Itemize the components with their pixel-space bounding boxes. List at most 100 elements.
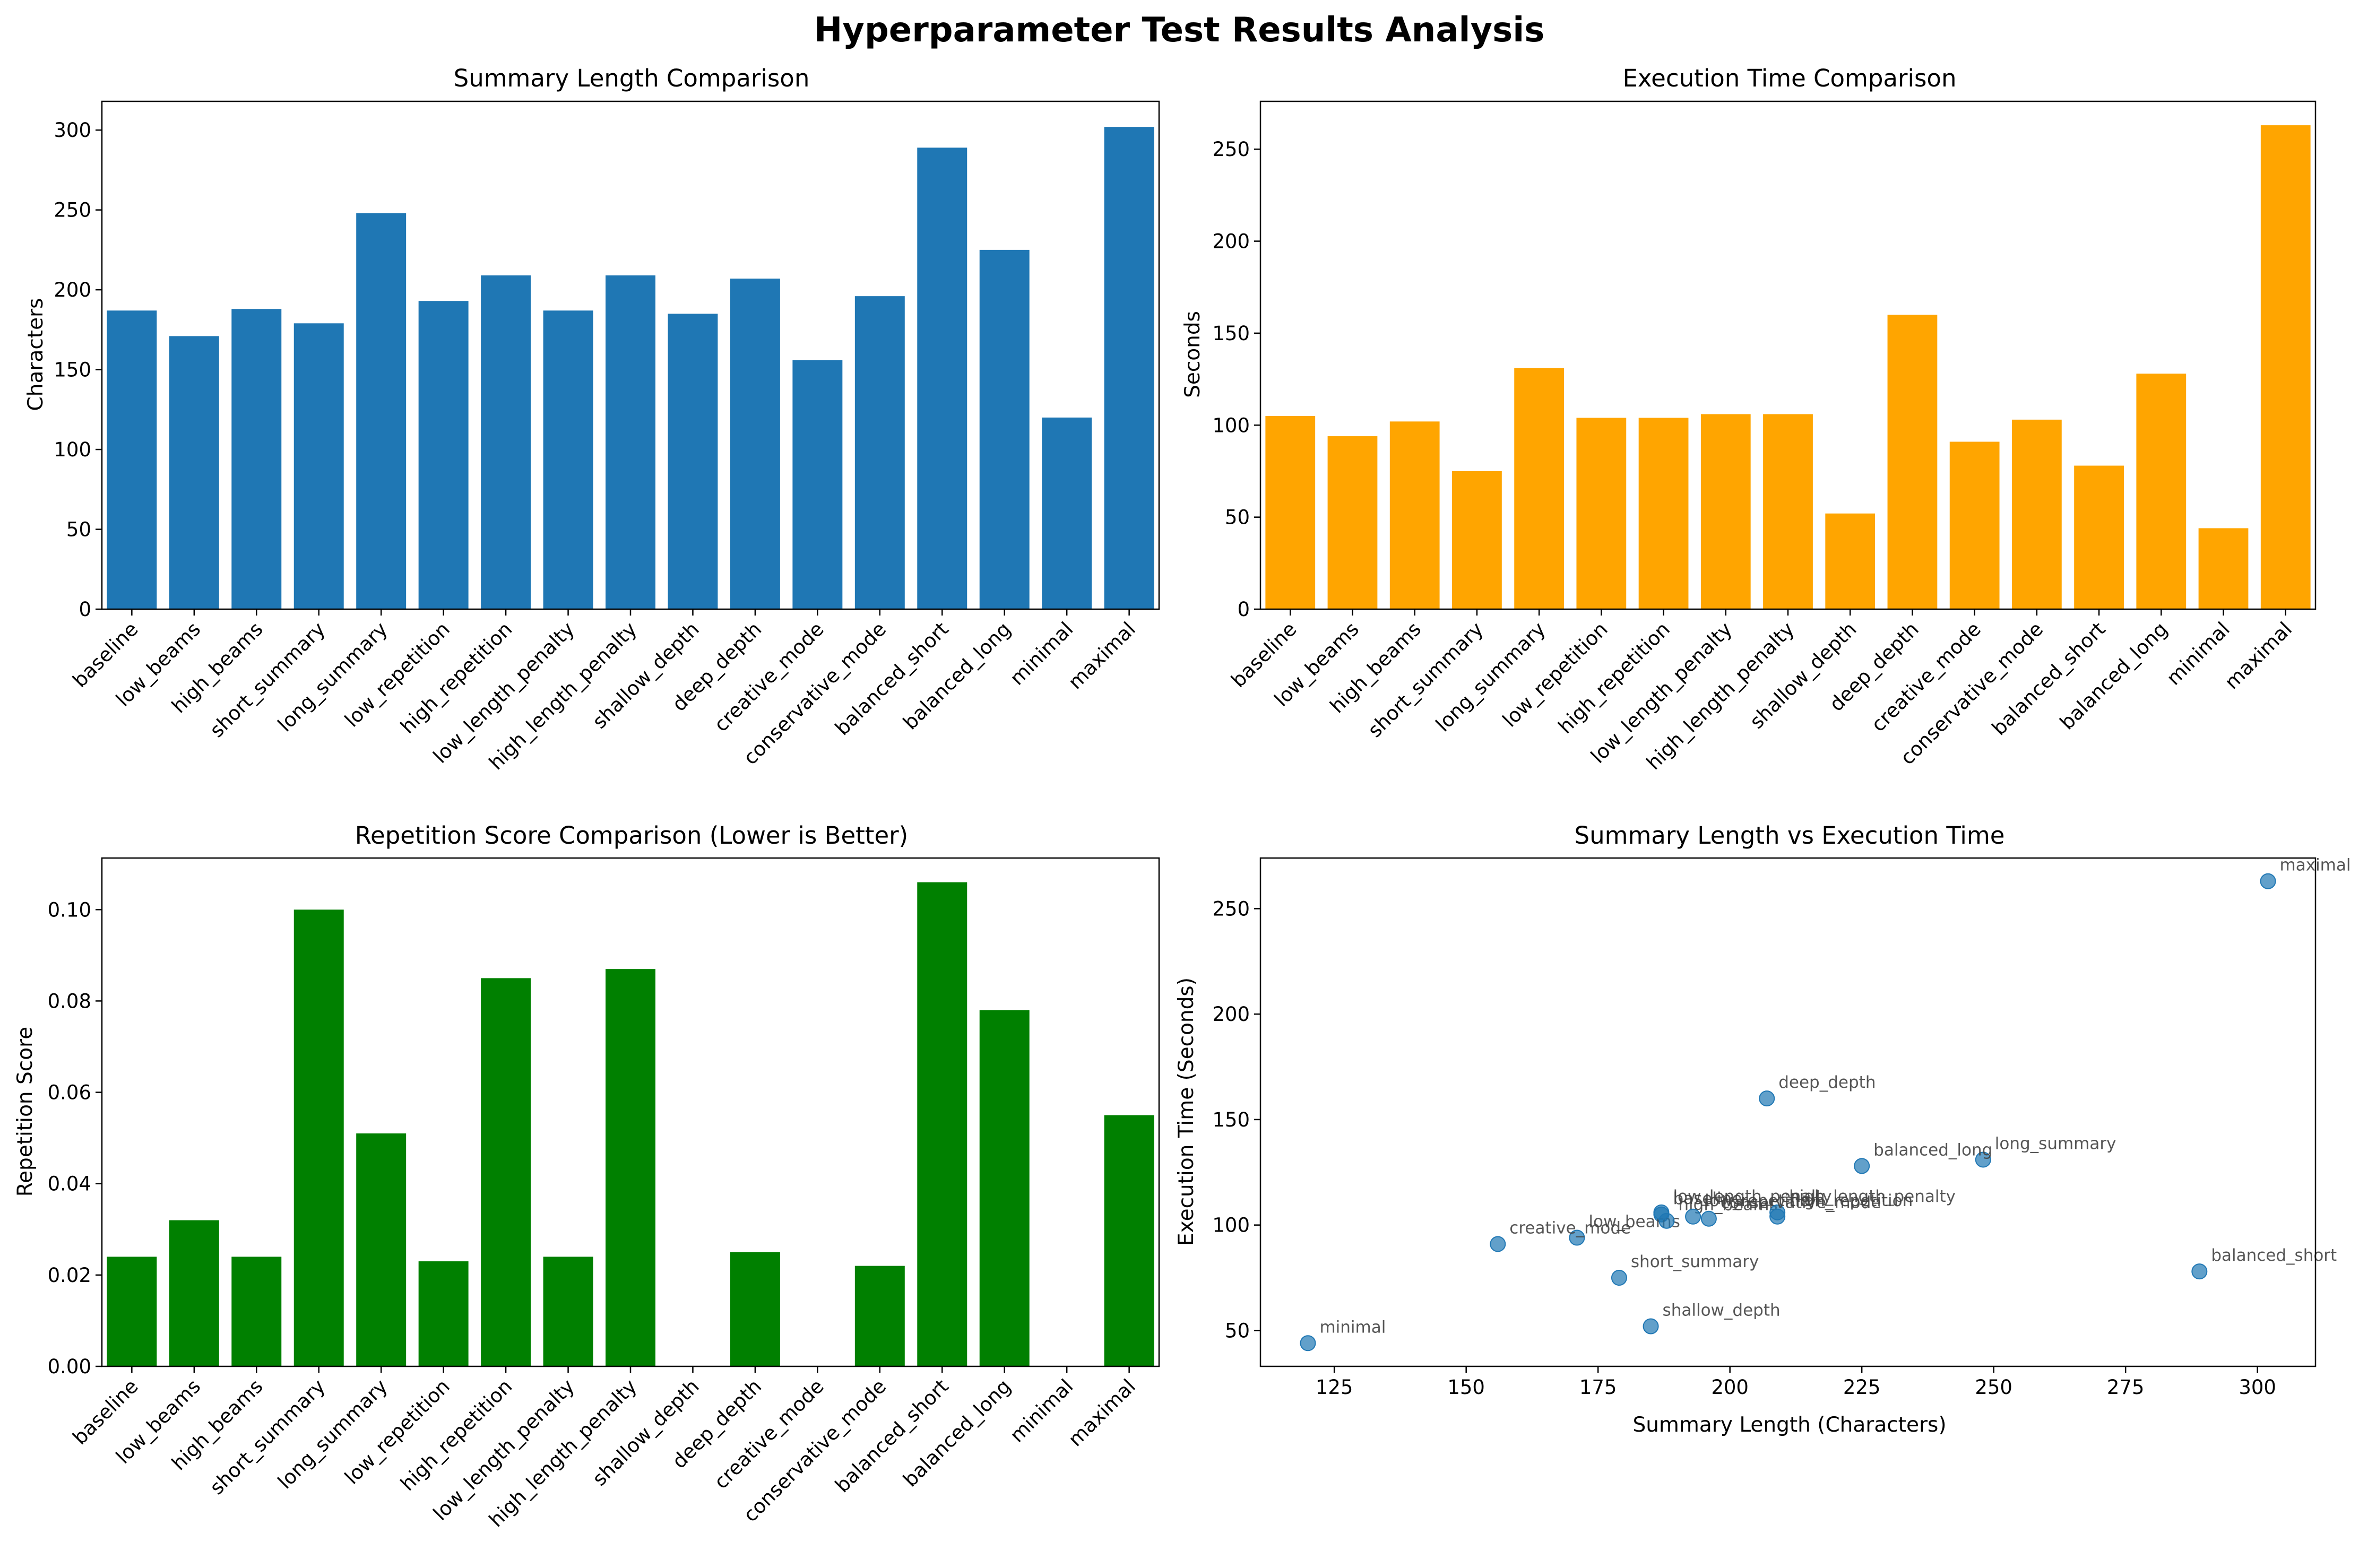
y-tick-label: 0 (1237, 598, 1250, 621)
y-tick-label: 150 (54, 359, 91, 382)
y-tick-label: 0.00 (48, 1355, 91, 1378)
point-minimal (1300, 1336, 1315, 1350)
x-tick-label: shallow_depth (1746, 618, 1861, 733)
point-label: conservative_mode (1721, 1193, 1881, 1212)
bar-shallow_depth (1825, 514, 1875, 609)
bar-low_beams (1328, 436, 1378, 609)
x-tick-label: shallow_depth (588, 618, 704, 733)
point-label: long_summary (1995, 1134, 2116, 1153)
x-tick-label: high_repetition (396, 618, 516, 738)
y-axis-label: Execution Time (Seconds) (1174, 977, 1198, 1246)
panel-summary-length: Summary Length Comparison Characters 0 50… (24, 64, 1159, 774)
plot-area: 050100150200250300baselinelow_beamshigh_… (54, 101, 1159, 774)
y-tick-label: 250 (54, 199, 91, 222)
bar-low_beams (169, 336, 219, 609)
bar-high_repetition (481, 275, 531, 609)
x-tick-label: 225 (1843, 1376, 1881, 1399)
point-label: shallow_depth (1663, 1301, 1781, 1320)
y-tick-label: 250 (1212, 138, 1250, 161)
x-tick-label: long_summary (273, 1375, 392, 1493)
bar-high_length_penalty (606, 969, 655, 1366)
bar-low_length_penalty (1701, 414, 1751, 609)
x-tick-label: maximal (1064, 618, 1140, 694)
y-tick-label: 150 (1212, 322, 1250, 345)
bar-deep_depth (1888, 315, 1938, 609)
x-tick-label: 250 (1975, 1376, 2012, 1399)
point-creative_mode (1490, 1236, 1505, 1251)
x-tick-label: short_summary (205, 1375, 330, 1499)
point-low_repetition (1686, 1209, 1700, 1224)
panel-title: Repetition Score Comparison (Lower is Be… (355, 821, 908, 850)
bar-maximal (1104, 127, 1154, 609)
x-tick-label: 150 (1447, 1376, 1485, 1399)
x-tick-label: short_summary (205, 618, 330, 742)
x-tick-label: maximal (1064, 1375, 1140, 1451)
bar-balanced_long (2136, 374, 2186, 609)
x-tick-label: high_repetition (1554, 618, 1674, 738)
bar-low_repetition (419, 301, 469, 609)
bar-low_length_penalty (543, 1257, 593, 1366)
y-tick-label: 100 (1212, 1214, 1250, 1237)
x-tick-label: creative_mode (1867, 618, 1985, 736)
y-tick-label: 200 (54, 279, 91, 301)
bar-balanced_long (980, 1010, 1030, 1366)
x-tick-label: low_repetition (340, 1375, 454, 1489)
point-conservative_mode (1701, 1211, 1716, 1226)
bar-low_repetition (1576, 418, 1626, 609)
y-axis-label: Repetition Score (13, 1027, 37, 1197)
bar-deep_depth (730, 1252, 780, 1366)
y-tick-label: 0.04 (48, 1173, 91, 1196)
y-axis-label: Seconds (1181, 311, 1205, 398)
plot-area: baselinelow_beamshigh_beamsshort_summary… (1212, 856, 2351, 1399)
bar-high_beams (231, 309, 281, 609)
x-tick-label: 200 (1711, 1376, 1749, 1399)
point-label: short_summary (1631, 1252, 1759, 1271)
bar-long_summary (1514, 368, 1564, 609)
bar-shallow_depth (668, 314, 718, 609)
y-tick-label: 250 (1212, 897, 1250, 920)
x-tick-label: balanced_short (1988, 618, 2110, 740)
point-maximal (2261, 874, 2276, 889)
y-tick-label: 300 (54, 119, 91, 142)
y-axis-label: Characters (24, 298, 48, 411)
x-tick-label: high_repetition (396, 1375, 516, 1495)
bar-high_beams (1390, 421, 1440, 609)
bar-short_summary (294, 909, 344, 1366)
bar-conservative_mode (2012, 420, 2062, 609)
panel-execution-time: Execution Time Comparison Seconds 0 50 100… (1181, 64, 2315, 774)
panel-title: Execution Time Comparison (1623, 64, 1957, 92)
x-tick-label: maximal (2220, 618, 2296, 694)
x-tick-label: low_repetition (1498, 618, 1612, 732)
point-label: creative_mode (1509, 1218, 1631, 1237)
axes-frame (1260, 858, 2315, 1366)
y-tick-label: 0.10 (48, 898, 91, 921)
bar-short_summary (1452, 471, 1502, 609)
panel-title: Summary Length Comparison (454, 64, 810, 92)
point-label: minimal (1319, 1318, 1386, 1337)
x-tick-label: balanced_short (831, 618, 953, 740)
bar-baseline (1265, 416, 1315, 609)
bar-creative_mode (792, 360, 842, 609)
y-tick-label: 0 (79, 598, 91, 621)
bar-conservative_mode (855, 296, 905, 609)
bar-minimal (2199, 528, 2249, 609)
y-tick-label: 0.02 (48, 1264, 91, 1287)
bar-balanced_short (2074, 466, 2124, 609)
point-shallow_depth (1644, 1319, 1658, 1333)
bar-deep_depth (730, 279, 780, 609)
x-tick-label: balanced_long (899, 618, 1016, 734)
x-tick-label: 300 (2239, 1376, 2276, 1399)
x-tick-label: balanced_long (2055, 618, 2172, 734)
x-tick-label: low_repetition (340, 618, 454, 732)
x-tick-label: creative_mode (710, 1375, 828, 1493)
x-tick-label: balanced_long (899, 1375, 1016, 1492)
y-tick-label: 0.06 (48, 1081, 91, 1104)
x-tick-label: long_summary (1431, 618, 1550, 736)
bar-low_beams (169, 1220, 219, 1366)
y-tick-label: 200 (1212, 230, 1250, 253)
figure-title: Hyperparameter Test Results Analysis (814, 11, 1545, 50)
bar-low_repetition (419, 1261, 469, 1366)
bar-conservative_mode (855, 1266, 905, 1366)
panel-repetition-score: Repetition Score Comparison (Lower is Be… (13, 821, 1159, 1531)
x-tick-label: 175 (1579, 1376, 1617, 1399)
